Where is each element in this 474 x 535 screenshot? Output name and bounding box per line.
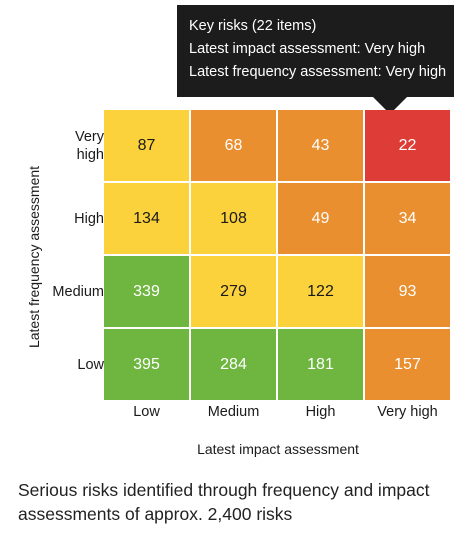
heatmap-cell: 108 — [191, 183, 276, 254]
heatmap-cell-value: 43 — [311, 136, 330, 154]
heatmap-cell-value: 134 — [133, 209, 160, 227]
y-tick-label: Low — [77, 356, 104, 373]
y-tick-label: High — [74, 210, 104, 227]
x-tick-label: High — [305, 404, 336, 420]
heatmap-cell-value: 279 — [220, 282, 247, 300]
heatmap-cell: 68 — [191, 110, 276, 181]
x-tick-label: Very high — [377, 404, 438, 420]
heatmap-cell-value: 157 — [394, 355, 421, 373]
heatmap-cell-value: 181 — [307, 355, 334, 373]
heatmap-cell-value: 93 — [398, 282, 417, 300]
heatmap-cell: 339 — [104, 256, 189, 327]
tooltip-pointer — [373, 97, 407, 114]
tooltip-line-key-risks: Key risks (22 items) — [189, 18, 317, 34]
heatmap-cell-value: 284 — [220, 355, 247, 373]
heatmap-cell-value: 22 — [398, 136, 417, 154]
x-axis-title: Latest impact assessment — [197, 441, 359, 457]
heatmap-cell: 279 — [191, 256, 276, 327]
heatmap-cell: 43 — [278, 110, 363, 181]
heatmap-cell-value: 68 — [224, 136, 243, 154]
y-tick-label: Very high — [74, 128, 104, 163]
y-tick-label: Medium — [52, 283, 104, 300]
heatmap-cell: 181 — [278, 329, 363, 400]
heatmap-cell-value: 49 — [311, 209, 330, 227]
heatmap-cell: 93 — [365, 256, 450, 327]
heatmap-cell-value: 339 — [133, 282, 160, 300]
tooltip: Key risks (22 items) Latest impact asses… — [177, 5, 454, 97]
heatmap-cell: 284 — [191, 329, 276, 400]
heatmap-cell: 134 — [104, 183, 189, 254]
heatmap-cell: 49 — [278, 183, 363, 254]
x-tick-label: Medium — [207, 404, 260, 420]
heatmap-cell-value: 395 — [133, 355, 160, 373]
heatmap-cell: 157 — [365, 329, 450, 400]
heatmap-cell-value: 122 — [307, 282, 334, 300]
caption: Serious risks identified through frequen… — [18, 480, 430, 524]
heatmap-cell-value: 34 — [398, 209, 417, 227]
heatmap-cell: 22 — [365, 110, 450, 181]
heatmap-cell: 87 — [104, 110, 189, 181]
heatmap-cell-value: 108 — [220, 209, 247, 227]
heatmap-cell-value: 87 — [137, 136, 156, 154]
tooltip-line-impact: Latest impact assessment: Very high — [189, 41, 426, 57]
x-tick-label: Low — [133, 404, 160, 420]
heatmap-cell: 122 — [278, 256, 363, 327]
y-axis-title: Latest frequency assessment — [26, 165, 42, 349]
tooltip-line-frequency: Latest frequency assessment: Very high — [189, 64, 447, 80]
heatmap-grid: 87 68 43 22 134 108 49 34 339 279 122 93 395 284 181 15… — [104, 110, 452, 402]
heatmap-cell: 34 — [365, 183, 450, 254]
heatmap-cell: 395 — [104, 329, 189, 400]
